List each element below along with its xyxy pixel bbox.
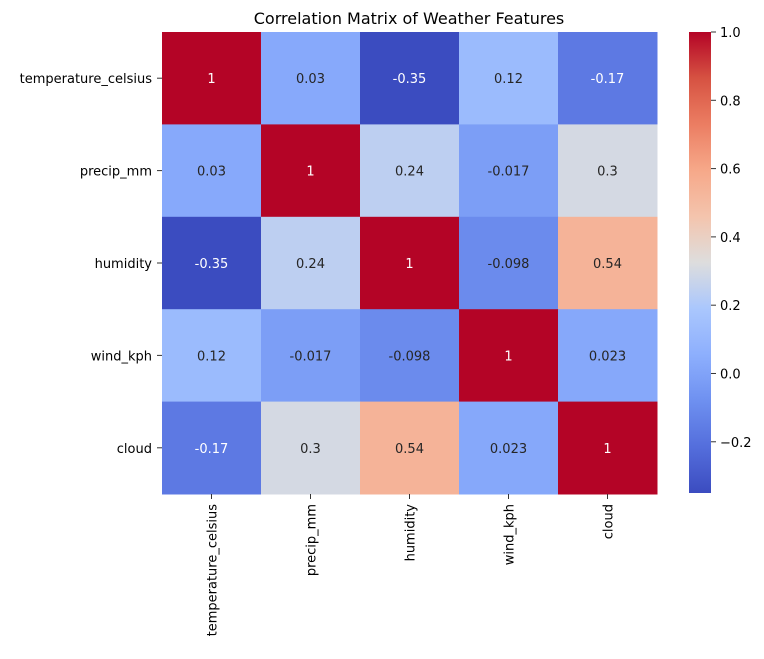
colorbar-tick-label: −0.2 — [720, 436, 752, 451]
heatmap-cell — [261, 309, 361, 403]
heatmap-cell — [558, 309, 658, 403]
colorbar-tick-label: 0.4 — [720, 231, 741, 246]
heatmap-cell — [459, 216, 559, 310]
row-label: precip_mm — [80, 165, 152, 180]
cell-value-label: 0.24 — [296, 257, 325, 272]
cell-value-label: 0.54 — [395, 442, 424, 457]
cell-value-label: -0.017 — [488, 165, 530, 180]
heatmap-cell — [261, 401, 361, 495]
heatmap-cell-labels: 1 0.03 -0.35 0.12 -0.17 0.03 1 0.24 -0.017 0.3 -0.… — [195, 72, 626, 457]
cell-value-label: -0.17 — [195, 442, 229, 457]
colorbar-ticks: 1.0 0.8 0.6 0.4 0.2 0.0 −0.2 — [711, 26, 752, 451]
cell-value-label: -0.35 — [195, 257, 229, 272]
cell-value-label: 0.12 — [197, 349, 226, 364]
column-label: cloud — [602, 504, 617, 539]
cell-value-label: 0.023 — [589, 349, 626, 364]
cell-value-label: -0.098 — [488, 257, 530, 272]
column-label: wind_kph — [503, 504, 518, 565]
colorbar — [689, 32, 711, 493]
heatmap-cell — [360, 124, 460, 218]
heatmap-cell — [360, 309, 460, 403]
heatmap-cell — [558, 401, 658, 495]
heatmap-cell — [261, 32, 361, 125]
cell-value-label: 1 — [207, 72, 215, 87]
heatmap-cell — [360, 401, 460, 495]
cell-value-label: -0.35 — [393, 72, 427, 87]
heatmap-cell — [558, 124, 658, 218]
cell-value-label: 1 — [306, 165, 314, 180]
colorbar-tick-label: 0.2 — [720, 299, 741, 314]
heatmap-cell — [558, 32, 658, 125]
cell-value-label: 1 — [405, 257, 413, 272]
cell-value-label: -0.17 — [591, 72, 625, 87]
cell-value-label: 0.03 — [197, 165, 226, 180]
colorbar-tick-label: 0.8 — [720, 94, 741, 109]
row-label: wind_kph — [91, 349, 152, 364]
cell-value-label: 0.03 — [296, 72, 325, 87]
heatmap-cell — [162, 216, 262, 310]
cell-value-label: 0.023 — [490, 442, 527, 457]
cell-value-label: -0.098 — [389, 349, 431, 364]
heatmap-cell — [459, 124, 559, 218]
row-label: cloud — [117, 442, 152, 457]
colorbar-tick-label: 1.0 — [720, 26, 741, 41]
cell-value-label: 0.24 — [395, 165, 424, 180]
cell-value-label: 1 — [504, 349, 512, 364]
heatmap-cell — [261, 124, 361, 218]
row-label: humidity — [95, 257, 153, 272]
heatmap-cell — [162, 401, 262, 495]
heatmap-cell — [360, 32, 460, 125]
cell-value-label: -0.017 — [290, 349, 332, 364]
heatmap-cell — [162, 309, 262, 403]
cell-value-label: 0.54 — [593, 257, 622, 272]
cell-value-label: 0.3 — [300, 442, 321, 457]
cell-value-label: 0.3 — [597, 165, 618, 180]
column-label: humidity — [404, 504, 419, 562]
chart-title: Correlation Matrix of Weather Features — [254, 9, 565, 28]
row-labels: temperature_celsius precip_mm humidity wind… — [20, 72, 162, 457]
column-label: temperature_celsius — [206, 504, 221, 637]
cell-value-label: 0.12 — [494, 72, 523, 87]
column-labels: temperature_celsius precip_mm humidity wind… — [206, 494, 617, 636]
heatmap-cell — [459, 309, 559, 403]
row-label: temperature_celsius — [20, 72, 153, 87]
colorbar-tick-label: 0.0 — [720, 367, 741, 382]
cell-value-label: 1 — [603, 442, 611, 457]
heatmap-cell — [360, 216, 460, 310]
heatmap-cell — [459, 32, 559, 125]
heatmap-cell — [558, 216, 658, 310]
heatmap-cells — [162, 32, 658, 495]
heatmap-cell — [162, 124, 262, 218]
heatmap-cell — [459, 401, 559, 495]
heatmap-cell — [261, 216, 361, 310]
colorbar-tick-label: 0.6 — [720, 163, 741, 178]
heatmap-cell — [162, 32, 262, 125]
column-label: precip_mm — [305, 504, 320, 576]
